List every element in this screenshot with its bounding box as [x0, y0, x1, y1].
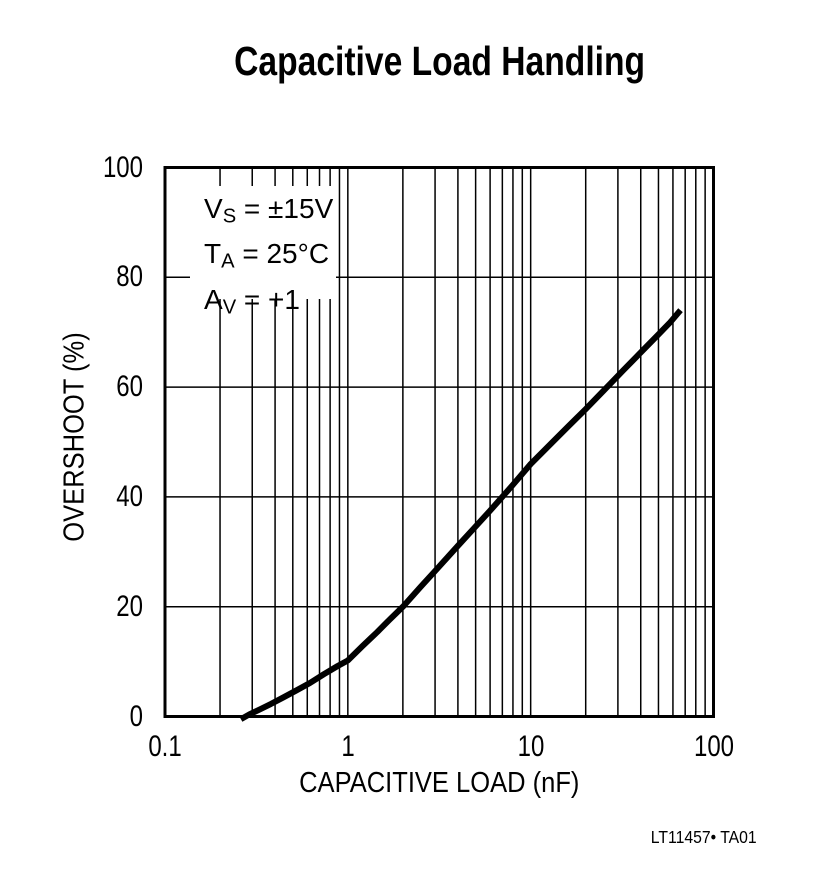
x-axis-title: CAPACITIVE LOAD (nF)	[299, 767, 580, 799]
y-tick-label: 0	[129, 699, 143, 733]
x-tick-label: 0.1	[148, 730, 182, 763]
plot-border	[163, 166, 715, 718]
conditions-annotation: VS = ±15V TA = 25°C AV = +1	[204, 190, 333, 326]
y-tick-label: 20	[116, 589, 143, 623]
y-tick-label: 100	[102, 150, 143, 184]
figure-reference-label: LT11457• TA01	[651, 827, 757, 847]
annotation-line-vs: VS = ±15V	[204, 193, 334, 228]
y-tick-label: 80	[116, 260, 143, 294]
annotation-backdrop	[190, 186, 336, 299]
y-tick-label: 40	[116, 479, 143, 513]
x-tick-label: 10	[517, 730, 545, 763]
y-tick-label: 60	[116, 370, 143, 404]
chart-title-text: Capacitive Load Handling	[234, 38, 646, 84]
data-curve	[239, 308, 683, 722]
annotation-line-ta: TA = 25°C	[204, 238, 330, 273]
chart-title: Capacitive Load Handling	[140, 38, 740, 85]
x-tick-label: 100	[693, 730, 734, 763]
annotation-line-av: AV = +1	[204, 283, 300, 319]
x-tick-label: 1	[341, 730, 355, 763]
